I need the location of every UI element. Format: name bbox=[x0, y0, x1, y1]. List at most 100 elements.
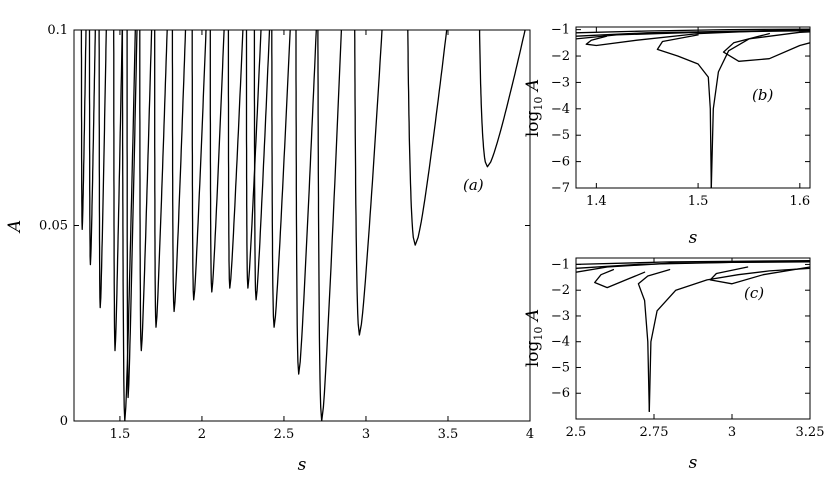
x-tick-label: 3 bbox=[728, 425, 736, 440]
y-tick-label: 0.1 bbox=[47, 23, 68, 38]
panel-b: 1.4 1.5 1.6 −7 −6 −5 −4 −3 −2 −1 s log10 A (b) bbox=[523, 23, 811, 248]
x-tick-label: 4 bbox=[526, 427, 534, 442]
panel-c-xlabel: s bbox=[689, 453, 698, 473]
y-tick: −4 bbox=[551, 335, 810, 350]
x-tick-label: 2.5 bbox=[274, 427, 295, 442]
panel-b-curve bbox=[656, 34, 712, 188]
panel-a: 1.5 2 2.5 3 3.5 4 0 0.05 0.1 s A (a) bbox=[5, 23, 534, 475]
panel-a-curve bbox=[317, 30, 343, 421]
panel-b-ylabel: log10 A bbox=[523, 79, 545, 137]
x-tick: 2.75 bbox=[640, 258, 669, 440]
panel-a-curve bbox=[88, 30, 96, 266]
panel-a-curve bbox=[407, 30, 448, 246]
panel-b-curve bbox=[722, 32, 810, 62]
panel-a-curve bbox=[113, 30, 123, 352]
panel-a-curve bbox=[121, 30, 136, 421]
panel-c-curve bbox=[576, 259, 810, 266]
y-tick: 0 bbox=[60, 414, 530, 429]
y-tick-label: −1 bbox=[551, 23, 570, 38]
x-tick: 2.5 bbox=[566, 258, 587, 440]
panel-b-ticks: 1.4 1.5 1.6 −7 −6 −5 −4 −3 −2 −1 bbox=[551, 23, 810, 209]
x-tick-label: 2.5 bbox=[566, 425, 587, 440]
panel-c-ylabel: log10 A bbox=[523, 309, 545, 367]
panel-c-ticks: 2.5 2.75 3 3.25 −6 −5 −4 −3 −2 −1 bbox=[551, 257, 825, 440]
y-tick-label: −2 bbox=[551, 49, 570, 64]
panel-a-curve bbox=[191, 30, 207, 301]
panel-b-curve bbox=[576, 28, 810, 34]
x-tick: 2 bbox=[198, 30, 206, 442]
panel-a-xlabel: s bbox=[298, 455, 307, 475]
y-tick: −1 bbox=[551, 23, 810, 38]
y-tick: −5 bbox=[551, 360, 810, 375]
panel-a-curve bbox=[98, 30, 107, 309]
panel-a-curve bbox=[245, 30, 262, 289]
y-tick-label: −2 bbox=[551, 283, 570, 298]
y-tick: 0.05 bbox=[39, 219, 530, 234]
y-tick: −6 bbox=[551, 155, 810, 170]
panel-a-curve bbox=[209, 30, 225, 293]
x-tick: 3.25 bbox=[796, 258, 825, 440]
y-tick: −5 bbox=[551, 128, 810, 143]
panel-b-curve bbox=[710, 31, 810, 188]
panel-a-curve bbox=[253, 30, 271, 301]
panel-a-curve bbox=[295, 30, 317, 375]
y-tick: −4 bbox=[551, 102, 810, 117]
y-tick: −7 bbox=[551, 181, 810, 196]
y-tick-label: −6 bbox=[551, 155, 570, 170]
x-tick: 3 bbox=[728, 258, 736, 440]
panel-c-tag: (c) bbox=[744, 284, 764, 302]
x-tick: 3.5 bbox=[438, 30, 459, 442]
x-tick: 1.4 bbox=[586, 27, 607, 209]
y-tick-label: −5 bbox=[551, 360, 570, 375]
y-tick-label: −4 bbox=[551, 335, 570, 350]
panel-a-frame bbox=[73, 29, 531, 422]
y-tick-label: 0 bbox=[60, 414, 68, 429]
y-tick: 0.1 bbox=[47, 23, 530, 38]
panel-c-curves bbox=[576, 259, 810, 412]
panel-a-curve bbox=[154, 30, 168, 328]
panel-c-curve bbox=[637, 268, 671, 412]
x-tick-label: 3.5 bbox=[438, 427, 459, 442]
panel-a-curve bbox=[139, 30, 153, 352]
x-tick: 1.6 bbox=[789, 27, 810, 209]
x-tick: 3 bbox=[362, 30, 370, 442]
y-tick-label: −7 bbox=[551, 181, 570, 196]
panel-b-xlabel: s bbox=[689, 228, 698, 248]
panel-b-curve bbox=[576, 30, 810, 40]
x-tick-label: 3.25 bbox=[796, 425, 825, 440]
x-tick-label: 2 bbox=[198, 427, 206, 442]
panel-c-curve bbox=[576, 261, 810, 269]
x-tick-label: 2.75 bbox=[640, 425, 669, 440]
x-tick-label: 1.5 bbox=[110, 427, 131, 442]
y-tick: −6 bbox=[551, 386, 810, 401]
x-tick-label: 3 bbox=[362, 427, 370, 442]
y-tick-label: −1 bbox=[551, 257, 570, 272]
x-tick-label: 1.5 bbox=[688, 194, 709, 209]
y-tick-label: −6 bbox=[551, 386, 570, 401]
x-tick: 1.5 bbox=[110, 30, 131, 442]
y-tick-label: −4 bbox=[551, 102, 570, 117]
y-tick-label: −3 bbox=[551, 309, 570, 324]
panel-c: 2.5 2.75 3 3.25 −6 −5 −4 −3 −2 −1 s log10 A (c) bbox=[523, 257, 824, 473]
panel-a-curve bbox=[271, 30, 291, 328]
panel-a-tag: (a) bbox=[463, 176, 484, 194]
panel-c-curve bbox=[648, 267, 810, 412]
y-tick: −3 bbox=[551, 75, 810, 90]
y-tick: −3 bbox=[551, 309, 810, 324]
x-tick: 2.5 bbox=[274, 30, 295, 442]
y-tick: −2 bbox=[551, 283, 810, 298]
panel-c-frame bbox=[575, 257, 811, 420]
x-tick: 4 bbox=[526, 30, 534, 442]
y-tick: −2 bbox=[551, 49, 810, 64]
y-tick-label: 0.05 bbox=[39, 219, 68, 234]
panel-a-curve bbox=[478, 30, 526, 168]
panel-a-ylabel: A bbox=[5, 220, 25, 234]
y-tick-label: −5 bbox=[551, 128, 570, 143]
panel-b-tag: (b) bbox=[752, 86, 773, 104]
panel-b-curves bbox=[576, 28, 810, 188]
panel-a-curve bbox=[171, 30, 187, 313]
panel-a-curve bbox=[354, 30, 383, 336]
panel-a-curve bbox=[227, 30, 244, 289]
panel-c-curve bbox=[709, 266, 810, 285]
